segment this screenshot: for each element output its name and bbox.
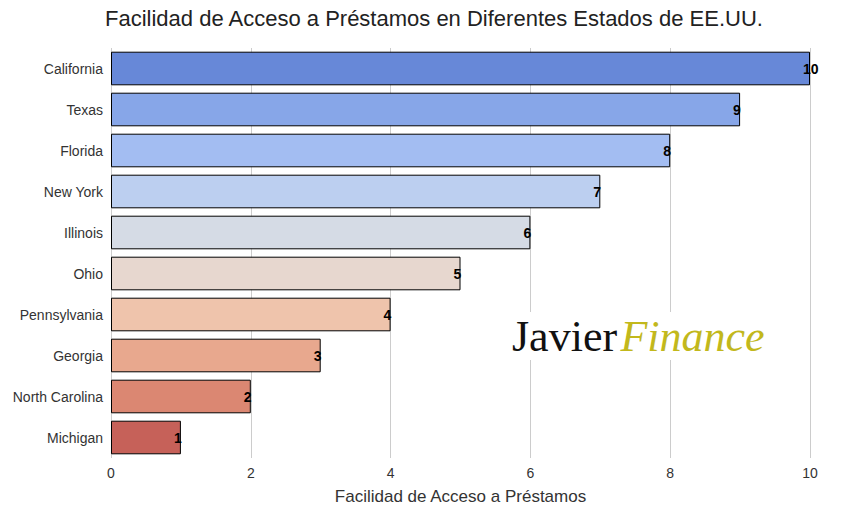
- svg-text:Michigan: Michigan: [47, 430, 103, 446]
- svg-text:2: 2: [244, 389, 252, 405]
- svg-text:New York: New York: [44, 184, 104, 200]
- svg-text:Facilidad de Acceso a Préstamo: Facilidad de Acceso a Préstamos en Difer…: [105, 6, 763, 31]
- svg-text:Georgia: Georgia: [53, 348, 103, 364]
- svg-text:California: California: [44, 61, 103, 77]
- svg-text:9: 9: [733, 102, 741, 118]
- svg-text:6: 6: [523, 225, 531, 241]
- svg-text:2: 2: [247, 465, 255, 481]
- svg-text:4: 4: [387, 465, 395, 481]
- svg-text:Florida: Florida: [60, 143, 103, 159]
- svg-text:6: 6: [527, 465, 535, 481]
- svg-text:Javier: Javier: [512, 312, 617, 361]
- svg-text:Texas: Texas: [66, 102, 103, 118]
- svg-text:4: 4: [384, 307, 392, 323]
- svg-text:Ohio: Ohio: [73, 266, 103, 282]
- svg-text:Illinois: Illinois: [64, 225, 103, 241]
- svg-text:10: 10: [803, 61, 819, 77]
- svg-text:1: 1: [174, 430, 182, 446]
- svg-text:North Carolina: North Carolina: [13, 389, 103, 405]
- svg-text:8: 8: [666, 465, 674, 481]
- svg-text:Facilidad de Acceso a Préstamo: Facilidad de Acceso a Préstamos: [335, 487, 586, 506]
- svg-text:3: 3: [314, 348, 322, 364]
- svg-text:5: 5: [454, 266, 462, 282]
- svg-text:7: 7: [593, 184, 601, 200]
- svg-text:Pennsylvania: Pennsylvania: [20, 307, 103, 323]
- svg-text:8: 8: [663, 143, 671, 159]
- svg-text:Finance: Finance: [619, 312, 764, 361]
- svg-text:0: 0: [107, 465, 115, 481]
- svg-text:10: 10: [802, 465, 818, 481]
